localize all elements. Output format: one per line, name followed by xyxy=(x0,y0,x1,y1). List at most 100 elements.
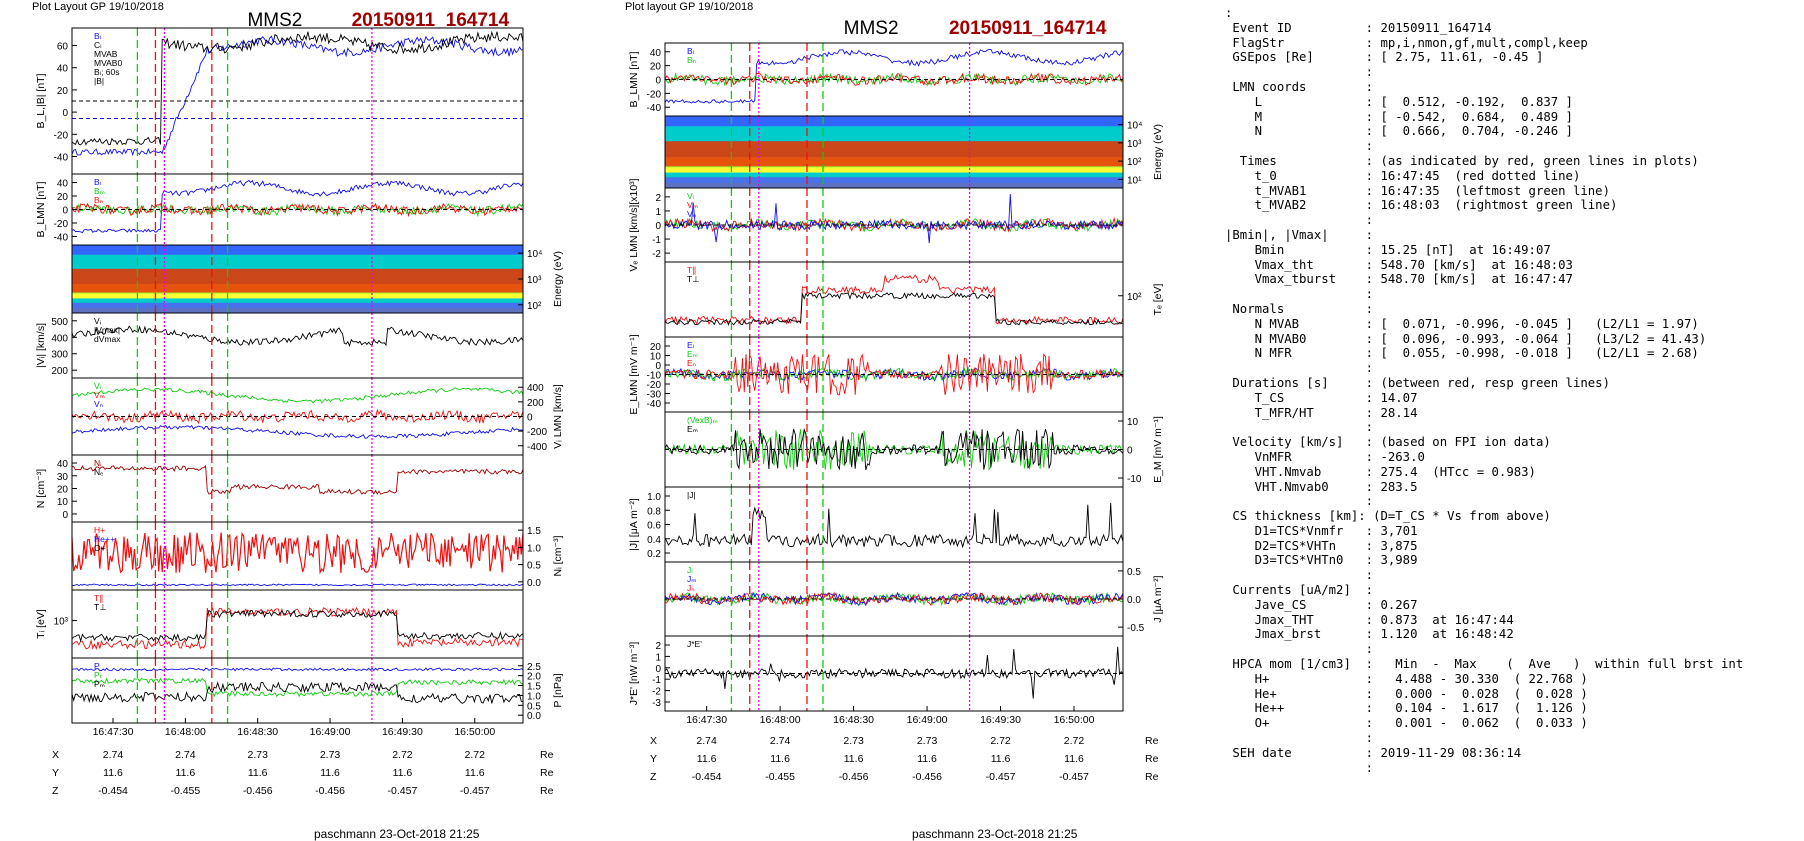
y-axis-label: E_M [mV m⁻¹] xyxy=(1152,416,1164,483)
y-tick-label: 300 xyxy=(51,350,68,361)
series-line-darkred xyxy=(71,465,524,495)
series-line-red xyxy=(71,202,524,218)
y-tick-label: 0 xyxy=(655,221,661,232)
y-tick-label: 10³ xyxy=(527,275,542,286)
ephem-value: 11.6 xyxy=(770,753,790,765)
spectrogram-floor xyxy=(665,177,1123,188)
series-line-blue xyxy=(71,424,524,439)
y-tick-label: -2 xyxy=(652,249,661,260)
series-line-black xyxy=(71,30,524,146)
ephem-value: -0.456 xyxy=(315,785,345,797)
summary-line: T_CS : 14.07 xyxy=(1225,390,1418,405)
summary-line: N MFR : [ 0.055, -0.998, -0.018 ] (L2/L1… xyxy=(1225,346,1699,361)
y-tick-label: 10² xyxy=(1127,292,1142,303)
y-tick-label: 0.2 xyxy=(647,549,661,560)
ephem-value: -0.455 xyxy=(765,771,795,783)
legend-entry: Jₘ xyxy=(687,574,697,584)
legend-entry: MVAB xyxy=(94,49,118,59)
legend-entry: H+ xyxy=(94,525,105,535)
y-tick-label: 0.0 xyxy=(527,711,541,722)
y-tick-label: 400 xyxy=(51,333,68,344)
y-tick-label: 10 xyxy=(57,497,69,508)
y-tick-label: 2 xyxy=(655,641,661,652)
y-tick-label: 40 xyxy=(57,459,69,470)
series-line-green xyxy=(71,677,524,698)
summary-line: Bmin : 15.25 [nT] at 16:49:07 xyxy=(1225,242,1551,257)
y-axis-label: N [cm⁻³] xyxy=(35,469,47,508)
y-tick-label: -1 xyxy=(652,675,661,686)
y-axis-label: E_LMN [mV m⁻¹] xyxy=(628,334,640,414)
x-tick-label: 16:48:00 xyxy=(165,726,206,738)
y-axis-label: Energy (eV) xyxy=(1152,124,1164,180)
y-axis-label: Energy (eV) xyxy=(552,251,564,307)
ephem-unit: Re xyxy=(540,749,554,761)
legend-entry: Bₗ xyxy=(687,46,695,56)
ephem-value: -0.456 xyxy=(912,771,942,783)
ephem-value: -0.454 xyxy=(98,785,128,797)
y-tick-label: 500 xyxy=(51,317,68,328)
y-tick-label: 1.0 xyxy=(527,543,541,554)
panel-4: 500 400 300 200 |Vᵢ| [km/s] Vᵢ|Vmax|dVmax xyxy=(35,312,524,379)
panel-1: 60 40 20 0 -20 -40 B_L,|B| [nT] BₗCₗMVABMVAB0Bₗ… xyxy=(35,27,524,175)
ephem-value: 11.6 xyxy=(991,753,1011,765)
y-tick-label: -20 xyxy=(54,219,69,230)
summary-line: N MVAB0 : [ 0.096, -0.993, -0.064 ] (L3/… xyxy=(1225,331,1707,346)
spectrogram-band xyxy=(72,264,523,270)
event-title: 20150911_164714 xyxy=(949,18,1107,39)
ephem-value: 11.6 xyxy=(393,767,413,779)
series-line-red xyxy=(71,408,524,425)
summary-line: : xyxy=(1225,361,1374,376)
series-line-blue xyxy=(71,179,524,234)
summary-line: CS thickness [km]: (D=T_CS * Vs from abo… xyxy=(1225,509,1551,524)
summary-line: H+ : 4.488 - 30.330 ( 22.768 ) xyxy=(1225,671,1588,686)
summary-line: Jmax_THT : 0.873 at 16:47:44 xyxy=(1225,612,1514,627)
ephem-value: 2.72 xyxy=(1064,735,1085,747)
ephem-value: 11.6 xyxy=(103,767,123,779)
summary-line: Event ID : 20150911_164714 xyxy=(1225,20,1492,35)
spectrogram-band xyxy=(665,172,1123,179)
y-tick-label: 10² xyxy=(1127,157,1142,168)
summary-line: FlagStr : mp,i,nmon,gf,mult,compl,keep xyxy=(1225,35,1588,50)
y-axis-label: |Vᵢ| [km/s] xyxy=(35,323,47,368)
legend-entry: Vₗ xyxy=(687,191,695,201)
legend-entry: T⊥ xyxy=(94,602,107,612)
ephem-value: 2.73 xyxy=(917,735,938,747)
spectrogram-floor xyxy=(72,302,523,313)
y-axis-label: B_LMN [nT] xyxy=(35,181,47,237)
y-tick-label: 1.0 xyxy=(527,691,541,702)
summary-line: t_MVAB2 : 16:48:03 (rightmost green line… xyxy=(1225,198,1618,213)
summary-line: Jave_CS : 0.267 xyxy=(1225,597,1418,612)
spacecraft-title: MMS2 xyxy=(844,18,899,39)
legend-entry: Cₗ xyxy=(94,40,102,50)
summary-line: GSEpos [Re] : [ 2.75, 11.61, -0.45 ] xyxy=(1225,50,1544,65)
y-tick-label: 0 xyxy=(655,76,661,87)
x-tick-label: 16:50:00 xyxy=(454,726,495,738)
series-line-blue xyxy=(664,193,1124,244)
spectrogram-band xyxy=(72,259,523,265)
legend-entry: Bₗ xyxy=(94,31,102,41)
ephem-value: 2.73 xyxy=(843,735,864,747)
ephem-value: -0.455 xyxy=(170,785,200,797)
summary-line: T_MFR/HT : 28.14 xyxy=(1225,405,1418,420)
legend-entry: Vₘ xyxy=(94,390,106,400)
y-tick-label: 2.5 xyxy=(527,662,541,673)
ephem-value: 2.73 xyxy=(247,749,268,761)
y-tick-label: -2 xyxy=(652,687,661,698)
spectrogram-band xyxy=(72,254,523,261)
series-line-blue xyxy=(71,35,524,157)
y-tick-label: 0 xyxy=(62,510,68,521)
spectrogram-band xyxy=(665,131,1123,138)
legend-entry: Eₙ xyxy=(687,358,697,368)
x-tick-label: 16:49:30 xyxy=(382,726,423,738)
series-line-black xyxy=(664,428,1124,471)
series-line-black xyxy=(71,681,524,704)
summary-line: : xyxy=(1225,287,1374,302)
legend-entry: MVAB0 xyxy=(94,58,122,68)
summary-line: : xyxy=(1225,760,1374,775)
summary-line: SEH date : 2019-11-29 08:36:14 xyxy=(1225,745,1522,760)
x-tick-label: 16:48:30 xyxy=(237,726,278,738)
